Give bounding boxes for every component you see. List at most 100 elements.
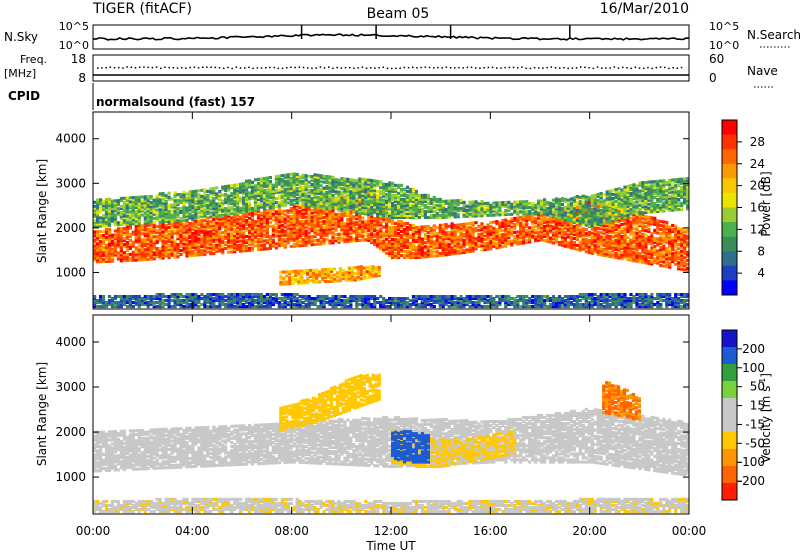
- power-cell: [221, 247, 225, 251]
- power-cell: [495, 234, 499, 238]
- power-cell: [456, 249, 460, 253]
- power-cell: [110, 243, 115, 247]
- power-cell: [283, 173, 287, 177]
- power-cell: [343, 195, 347, 199]
- power-cell: [194, 223, 198, 227]
- power-cell: [140, 203, 144, 207]
- power-cell: [459, 243, 463, 247]
- nave-dot: [433, 67, 435, 69]
- power-cell: [686, 252, 690, 256]
- power-cell: [364, 222, 368, 226]
- power-cell: [504, 226, 508, 230]
- power-cell: [674, 248, 678, 252]
- power-cell: [221, 209, 225, 213]
- power-cell: [560, 237, 565, 241]
- power-cell: [569, 226, 573, 230]
- power-cell: [611, 239, 615, 243]
- power-cell: [629, 258, 633, 262]
- power-cell: [343, 189, 347, 193]
- power-cell: [486, 205, 490, 209]
- power-cell: [173, 255, 177, 259]
- power-cell: [590, 231, 594, 235]
- power-cell: [483, 232, 487, 236]
- power-cell: [304, 204, 308, 208]
- power-cell: [215, 249, 219, 253]
- power-cell: [447, 201, 451, 205]
- power-cell: [686, 244, 690, 248]
- power-cell: [376, 243, 380, 247]
- power-cell: [635, 249, 639, 253]
- power-cell: [444, 253, 448, 257]
- power-cell: [337, 190, 341, 194]
- power-cell: [337, 214, 341, 218]
- power-cell: [608, 234, 612, 238]
- power-cell: [623, 217, 627, 221]
- power-cell: [259, 183, 264, 187]
- power-cell: [483, 248, 487, 252]
- power-cell: [119, 227, 123, 231]
- power-cell: [224, 222, 228, 226]
- power-cell: [358, 207, 362, 211]
- power-cell: [277, 188, 281, 192]
- power-cell: [164, 228, 168, 232]
- power-cell: [304, 239, 308, 243]
- power-cell: [304, 176, 308, 180]
- power-cell: [441, 205, 445, 209]
- power-cell: [236, 207, 240, 211]
- power-cell: [349, 178, 353, 182]
- power-cell: [271, 232, 275, 236]
- power-cell: [653, 230, 657, 234]
- power-cell: [325, 191, 329, 195]
- power-cell: [262, 217, 267, 221]
- nave-dot: [328, 66, 330, 68]
- power-cell: [617, 256, 621, 260]
- power-cell: [632, 255, 636, 259]
- power-cell: [465, 212, 469, 216]
- power-cell: [322, 188, 326, 192]
- power-cell: [364, 188, 368, 192]
- power-cell: [280, 194, 284, 198]
- power-cell: [331, 181, 335, 185]
- power-cell: [245, 220, 249, 224]
- power-cell: [188, 194, 192, 198]
- power-cell: [209, 215, 213, 219]
- power-cell: [134, 220, 138, 224]
- power-cell: [626, 240, 630, 244]
- power-cell: [110, 253, 115, 257]
- power-cell: [483, 225, 487, 229]
- power-cell: [200, 210, 204, 214]
- power-cell: [626, 248, 630, 252]
- power-cell: [373, 217, 377, 221]
- power-cell: [301, 207, 305, 211]
- power-cell: [596, 202, 600, 206]
- power-cell: [259, 247, 264, 251]
- power-cell: [146, 215, 150, 219]
- power-cell: [352, 231, 356, 235]
- power-cell: [432, 246, 436, 250]
- power-cell: [125, 253, 129, 257]
- power-cell: [125, 202, 129, 206]
- power-cell: [391, 239, 395, 243]
- power-cell: [653, 252, 657, 256]
- power-cell: [256, 195, 261, 199]
- power-cell: [116, 213, 120, 217]
- power-cell: [188, 232, 192, 236]
- power-cell: [298, 177, 302, 181]
- power-cell: [638, 254, 642, 258]
- power-cell: [373, 239, 377, 243]
- power-cell: [122, 243, 126, 247]
- power-cell: [641, 254, 645, 258]
- power-cell: [179, 232, 183, 236]
- power-cell: [346, 221, 350, 225]
- nsearch-label: N.Search: [747, 28, 800, 42]
- power-cell: [188, 242, 192, 246]
- power-cell: [158, 254, 162, 258]
- power-cell: [471, 245, 475, 249]
- power-cell: [134, 234, 138, 238]
- power-cell: [420, 245, 424, 249]
- power-cell: [170, 205, 174, 209]
- power-cell: [301, 197, 305, 201]
- power-cell: [417, 193, 421, 197]
- power-cell: [262, 225, 267, 229]
- power-cell: [668, 233, 672, 237]
